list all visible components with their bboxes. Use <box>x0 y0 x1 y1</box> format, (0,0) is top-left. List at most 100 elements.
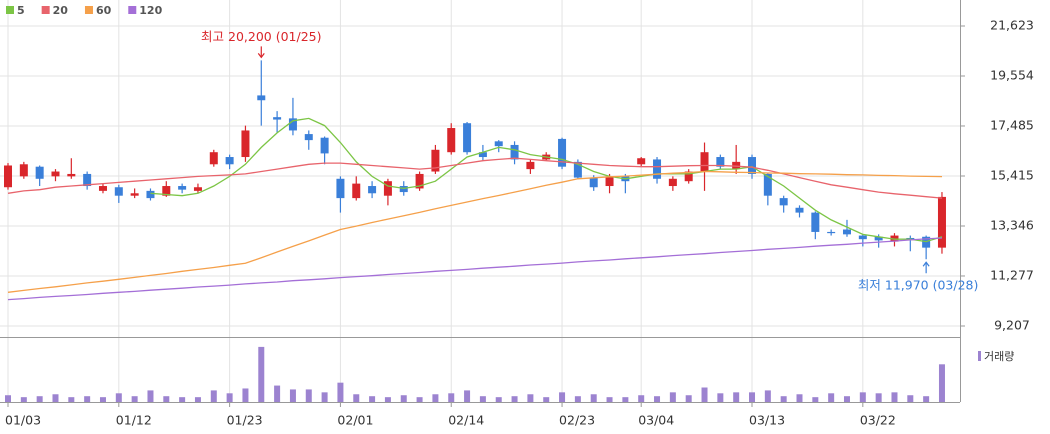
candle-body <box>431 149 440 172</box>
candle-body <box>67 173 76 177</box>
labels: 21,623 19,554 17,485 15,415 13,346 11,277 9,20… <box>5 4 1034 428</box>
volume-bar <box>226 393 233 402</box>
candle-body <box>558 138 567 167</box>
candle-body <box>114 187 123 196</box>
x-tick-label: 01/23 <box>227 413 263 428</box>
volume-bar <box>163 396 170 402</box>
volume-bar <box>337 382 344 402</box>
volume-bar <box>669 392 676 402</box>
volume-bar <box>131 396 138 402</box>
volume-bar <box>654 396 661 402</box>
volume-bar <box>305 389 312 402</box>
candle-body <box>241 130 250 158</box>
candle-body <box>478 152 487 158</box>
candle-body <box>288 118 297 131</box>
candle-body <box>193 187 202 191</box>
x-tick-label: 01/03 <box>5 413 41 428</box>
volume-bar <box>353 394 360 402</box>
x-tick-label: 01/12 <box>116 413 152 428</box>
volume-bar <box>859 392 866 402</box>
legend-swatch <box>84 6 93 14</box>
candle-body <box>763 173 772 196</box>
annotation-arrowhead <box>922 261 930 267</box>
candle-body <box>383 181 392 196</box>
candle-body <box>98 186 107 191</box>
candle-body <box>795 207 804 213</box>
candle-body <box>304 134 313 141</box>
candle-body <box>51 171 60 177</box>
candle-body <box>4 165 12 188</box>
volume-legend-label: 거래량 <box>984 350 1014 363</box>
annotation-arrowhead <box>257 53 265 59</box>
ma-line <box>7 237 943 301</box>
x-tick-label: 03/22 <box>860 413 896 428</box>
candle-body <box>35 166 44 179</box>
candle-body <box>83 173 92 187</box>
legend-label: 60 <box>96 4 112 17</box>
x-tick-label: 03/04 <box>638 413 674 428</box>
volume-bar <box>828 393 835 402</box>
x-tick-label: 02/14 <box>448 413 484 428</box>
candle-body <box>573 161 582 178</box>
candle-body <box>209 152 218 165</box>
candle-body <box>225 157 234 165</box>
volume-bar <box>812 397 819 402</box>
volume-bar <box>796 394 803 402</box>
candle-body <box>447 128 456 153</box>
annotation-label: 최저 11,970 (03/28) <box>858 278 978 293</box>
candle-body <box>494 141 503 147</box>
candle-body <box>779 198 788 206</box>
volume-bar <box>622 397 629 402</box>
candle-body <box>700 152 709 172</box>
volume-bar <box>289 389 296 402</box>
candle-body <box>827 231 836 234</box>
candle-body <box>748 157 757 174</box>
annotation-label: 최고 20,200 (01/25) <box>201 29 321 44</box>
volume-bar <box>321 392 328 402</box>
candle-body <box>463 123 472 153</box>
candle-body <box>130 193 139 196</box>
volume-bar <box>638 395 645 402</box>
volume-bar <box>543 397 550 402</box>
volume-bar <box>495 397 502 402</box>
volume-bar <box>574 396 581 402</box>
legend-label: 120 <box>139 4 162 17</box>
candle-body <box>336 178 345 199</box>
candle-body <box>874 236 883 241</box>
volume-bar <box>590 394 597 402</box>
candle-body <box>162 186 171 196</box>
volume-bar <box>843 396 850 402</box>
candle-body <box>716 157 725 167</box>
volume-bar <box>464 390 471 402</box>
volume-bar <box>416 397 423 402</box>
candle-body <box>858 235 867 240</box>
candle-body <box>273 117 282 120</box>
candle-body <box>146 190 155 199</box>
volume-bar <box>147 390 154 402</box>
volume-bar <box>938 364 945 402</box>
x-tick-label: 03/13 <box>749 413 785 428</box>
grid <box>0 0 965 407</box>
ma-line <box>7 170 943 293</box>
candle-body <box>320 137 329 154</box>
y-tick-label: 13,346 <box>990 217 1034 232</box>
volume-bar <box>923 396 930 402</box>
volume-bar <box>115 393 122 402</box>
candle-body <box>842 229 851 235</box>
volume-bar <box>20 397 27 402</box>
volume-bar <box>99 397 106 402</box>
volume-legend-swatch <box>978 351 981 361</box>
candle-body <box>605 176 614 187</box>
candle-body <box>589 177 598 188</box>
volume-bar <box>210 390 217 402</box>
candle-body <box>668 178 677 187</box>
volume-bar <box>369 396 376 402</box>
volume-bar <box>891 392 898 402</box>
candle-body <box>811 212 820 232</box>
legend-label: 20 <box>53 4 69 17</box>
volume-bar <box>194 397 201 402</box>
volume-bar <box>68 397 75 402</box>
candle-body <box>526 161 535 170</box>
volume-bar <box>400 395 407 402</box>
